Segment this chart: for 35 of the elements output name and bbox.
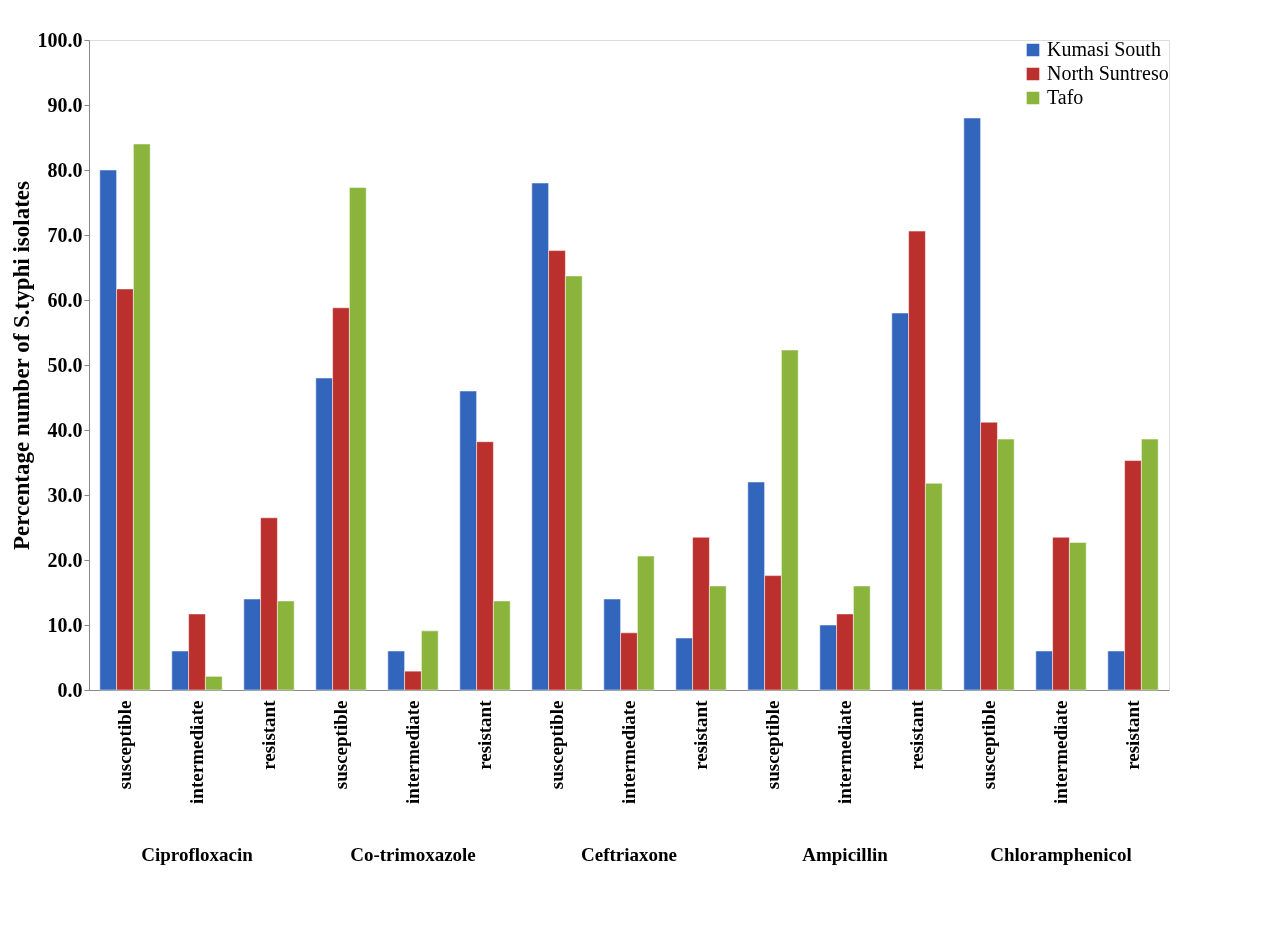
- y-tick-label: 0.0: [57, 678, 83, 701]
- y-tick-label: 30.0: [47, 483, 83, 506]
- legend-label: Kumasi South: [1047, 38, 1161, 60]
- text: Ciprofloxacin: [141, 844, 254, 865]
- y-tick-label: 50.0: [47, 353, 83, 376]
- x-tick-label: susceptible: [978, 700, 999, 790]
- x-tick-label: intermediate: [618, 700, 639, 804]
- x-tick-label: resistant: [1122, 699, 1143, 770]
- y-tick-label: 40.0: [47, 418, 83, 441]
- x-tick-label: resistant: [258, 699, 279, 770]
- text: Ceftriaxone: [580, 844, 678, 865]
- y-tick-label: 100.0: [37, 28, 83, 51]
- x-tick-label: susceptible: [546, 700, 567, 790]
- x-tick-label: resistant: [906, 699, 927, 770]
- x-tick-label: susceptible: [114, 700, 135, 790]
- y-tick-label: 80.0: [47, 158, 83, 181]
- y-tick-label: 10.0: [47, 613, 83, 636]
- y-tick-label: 90.0: [47, 93, 83, 116]
- y-tick-label: 60.0: [47, 288, 83, 311]
- text: Co-trimoxazole: [350, 844, 476, 865]
- x-tick-label: intermediate: [402, 700, 423, 804]
- x-tick-label: resistant: [474, 699, 495, 770]
- x-tick-label: susceptible: [330, 700, 351, 790]
- text: Ampicillin: [802, 844, 889, 865]
- x-tick-label: intermediate: [186, 700, 207, 804]
- y-tick-label: 20.0: [47, 548, 83, 571]
- legend-label: Tafo: [1047, 86, 1084, 108]
- x-tick-label: susceptible: [762, 700, 783, 790]
- legend-label: North Suntreso: [1047, 62, 1169, 84]
- y-axis-title: Percentage number of S.typhi isolates: [8, 180, 34, 551]
- x-tick-label: intermediate: [834, 700, 855, 804]
- text: Chloramphenicol: [990, 844, 1132, 865]
- x-tick-label: resistant: [690, 699, 711, 770]
- y-tick-label: 70.0: [47, 223, 83, 246]
- x-tick-label: intermediate: [1050, 700, 1071, 804]
